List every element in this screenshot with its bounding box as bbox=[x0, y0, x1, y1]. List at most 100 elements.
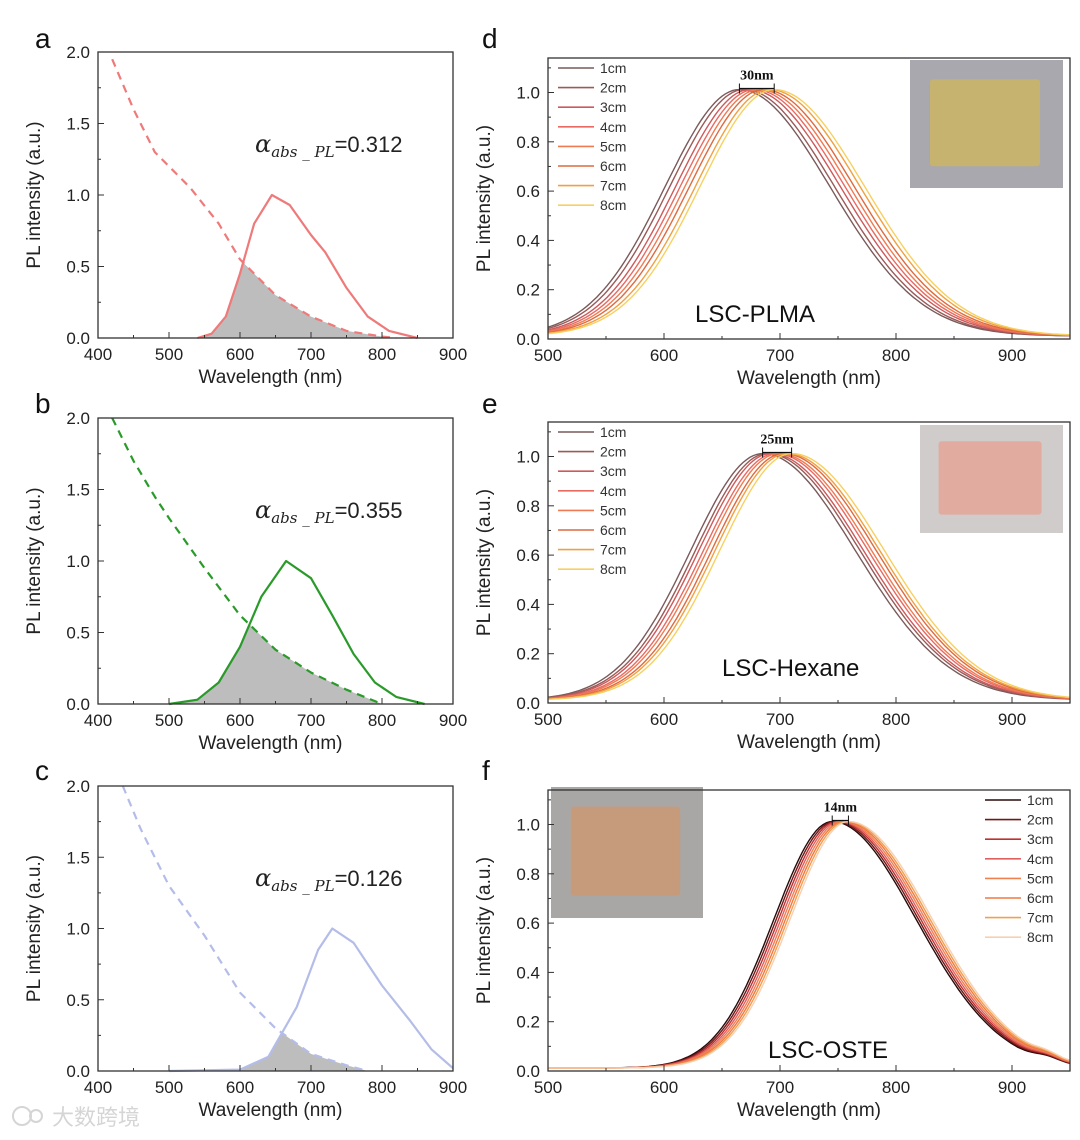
x-tick-label: 800 bbox=[368, 1078, 396, 1097]
shift-marker: 25nm bbox=[760, 433, 794, 458]
absorption-series bbox=[111, 58, 397, 340]
x-tick-label: 400 bbox=[84, 711, 112, 730]
shift-marker: 14nm bbox=[824, 801, 857, 826]
series-2cm bbox=[547, 452, 1071, 700]
sample-label: LSC-OSTE bbox=[768, 1037, 888, 1064]
plot-area bbox=[548, 820, 1071, 1069]
legend-label: 6cm bbox=[600, 158, 626, 174]
panel-letter: d bbox=[482, 23, 498, 54]
panel-f: f14nm1cm2cm3cm4cm5cm6cm7cm8cmLSC-OSTE500… bbox=[474, 755, 1071, 1121]
legend-label: 8cm bbox=[600, 197, 626, 213]
x-tick-label: 900 bbox=[998, 1078, 1026, 1097]
absorption-series bbox=[121, 785, 369, 1073]
alpha-symbol: α bbox=[255, 130, 271, 158]
legend-label: 5cm bbox=[600, 138, 626, 154]
legend-label: 3cm bbox=[1027, 831, 1053, 847]
legend: 1cm 2cm 3cm 4cm 5cm 6cm 7cm 8cm bbox=[558, 60, 626, 213]
axes: 400 500 600 700 800 900 0.0 0.5 1.0 1.5 2.0 Wavelen… bbox=[24, 777, 467, 1121]
x-tick-label: 600 bbox=[226, 711, 254, 730]
series-5cm bbox=[547, 452, 1071, 700]
x-tick-label: 800 bbox=[882, 346, 910, 365]
pl-series bbox=[168, 927, 454, 1073]
y-tick-label: 1.0 bbox=[516, 84, 540, 103]
y-tick-label: 0.5 bbox=[66, 624, 90, 643]
y-tick-label: 1.0 bbox=[66, 552, 90, 571]
y-tick-label: 0.0 bbox=[516, 330, 540, 349]
legend-label: 3cm bbox=[600, 99, 626, 115]
y-axis-label: PL intensity (a.u.) bbox=[24, 487, 45, 634]
shift-marker: 30nm bbox=[738, 69, 775, 94]
axes: 400 500 600 700 800 900 0.0 0.5 1.0 1.5 2.0 Wavelen… bbox=[24, 43, 467, 388]
x-axis-label: Wavelength (nm) bbox=[199, 1100, 343, 1121]
plot-area bbox=[98, 417, 453, 706]
alpha-annotation: αabs _ PL=0.355 bbox=[255, 496, 402, 527]
series-2cm bbox=[547, 88, 1071, 337]
y-tick-label: 0.0 bbox=[66, 695, 90, 714]
y-tick-label: 0.2 bbox=[516, 645, 540, 664]
series-4cm bbox=[547, 88, 1071, 337]
axes: 500 600 700 800 900 0.0 0.2 0.4 0.6 0.8 1.0 Wavelen… bbox=[474, 799, 1026, 1121]
y-tick-label: 2.0 bbox=[66, 43, 90, 62]
series-8cm bbox=[547, 452, 1071, 700]
y-axis-label: PL intensity (a.u.) bbox=[24, 855, 45, 1002]
legend-label: 6cm bbox=[1027, 890, 1053, 906]
y-tick-label: 0.4 bbox=[516, 231, 540, 250]
series-3cm bbox=[547, 88, 1071, 337]
x-tick-label: 500 bbox=[155, 345, 183, 364]
legend-label: 4cm bbox=[1027, 851, 1053, 867]
y-tick-label: 0.0 bbox=[66, 1062, 90, 1081]
inset-photo bbox=[920, 425, 1063, 533]
x-tick-label: 600 bbox=[226, 345, 254, 364]
legend: 1cm 2cm 3cm 4cm 5cm 6cm 7cm 8cm bbox=[985, 792, 1053, 945]
x-tick-label: 600 bbox=[226, 1078, 254, 1097]
y-tick-label: 0.8 bbox=[516, 865, 540, 884]
plot-frame bbox=[547, 57, 1071, 340]
watermark-text: 大数跨境 bbox=[52, 1105, 140, 1130]
alpha-value: =0.126 bbox=[335, 866, 403, 891]
legend-label: 2cm bbox=[600, 444, 626, 460]
series-6cm bbox=[547, 452, 1071, 700]
plot-area bbox=[98, 785, 454, 1073]
legend-label: 8cm bbox=[1027, 929, 1053, 945]
series-7cm bbox=[547, 88, 1071, 336]
series-1cm bbox=[547, 88, 1070, 337]
alpha-symbol: α bbox=[255, 496, 271, 524]
panel-letter: f bbox=[482, 755, 490, 786]
y-tick-label: 0.6 bbox=[516, 182, 540, 201]
y-tick-label: 0.2 bbox=[516, 281, 540, 300]
legend-label: 1cm bbox=[600, 60, 626, 76]
y-tick-label: 0.2 bbox=[516, 1013, 540, 1032]
overlap-area bbox=[98, 1033, 453, 1071]
panel-letter: e bbox=[482, 388, 498, 419]
x-tick-label: 600 bbox=[650, 1078, 678, 1097]
y-tick-label: 0.4 bbox=[516, 963, 540, 982]
y-tick-label: 1.0 bbox=[516, 816, 540, 835]
panel-b: b αabs _ PL=0.355 400 500 600 700 800 900 0.0 0.5… bbox=[24, 388, 467, 754]
y-tick-label: 1.5 bbox=[66, 115, 90, 134]
y-tick-label: 1.0 bbox=[66, 920, 90, 939]
y-tick-label: 0.4 bbox=[516, 595, 540, 614]
legend-label: 4cm bbox=[600, 119, 626, 135]
x-tick-label: 700 bbox=[297, 345, 325, 364]
alpha-value: =0.355 bbox=[335, 498, 403, 523]
y-tick-label: 2.0 bbox=[66, 409, 90, 428]
plot-frame bbox=[97, 785, 454, 1072]
legend-label: 7cm bbox=[600, 178, 626, 194]
y-tick-label: 0.6 bbox=[516, 546, 540, 565]
plot-area bbox=[547, 88, 1071, 337]
alpha-value: =0.312 bbox=[335, 132, 403, 157]
legend-label: 5cm bbox=[600, 502, 626, 518]
x-tick-label: 700 bbox=[297, 711, 325, 730]
overlap-area bbox=[98, 624, 453, 704]
x-tick-label: 500 bbox=[534, 1078, 562, 1097]
x-tick-label: 500 bbox=[534, 346, 562, 365]
x-tick-label: 800 bbox=[368, 345, 396, 364]
y-tick-label: 1.0 bbox=[516, 448, 540, 467]
alpha-subscript: abs _ PL bbox=[271, 143, 334, 161]
legend-label: 8cm bbox=[600, 561, 626, 577]
shift-label: 25nm bbox=[760, 433, 794, 448]
alpha-subscript: abs _ PL bbox=[271, 877, 334, 895]
y-tick-label: 0.6 bbox=[516, 914, 540, 933]
y-tick-label: 0.8 bbox=[516, 497, 540, 516]
alpha-annotation: αabs _ PL=0.126 bbox=[255, 864, 402, 895]
